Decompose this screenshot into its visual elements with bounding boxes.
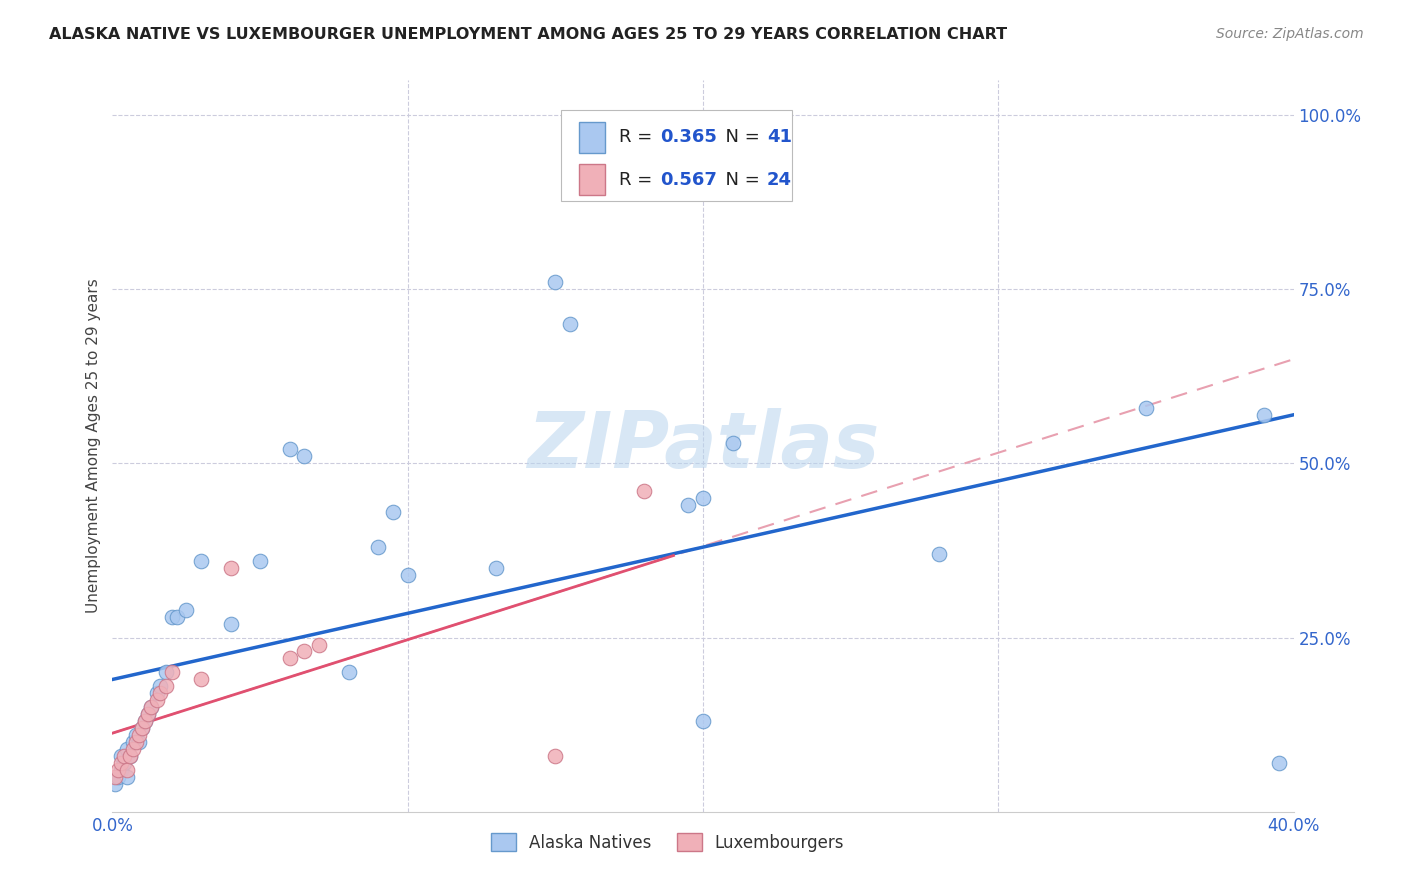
Point [1135,401,1157,415]
Point [174,603,197,617]
Point [160,665,183,680]
Point [544,749,567,764]
Point [292,644,315,658]
Point [308,638,330,652]
Point [928,547,950,561]
Text: N =: N = [714,170,765,189]
Text: 0.567: 0.567 [661,170,717,189]
Legend: Alaska Natives, Luxembourgers: Alaska Natives, Luxembourgers [484,826,851,858]
Point [292,450,315,464]
Point [678,498,700,512]
Point [219,561,242,575]
Point [134,714,156,728]
Point [721,435,744,450]
Point [155,679,177,693]
Point [107,763,129,777]
Point [190,673,212,687]
Text: R =: R = [619,128,658,146]
Point [117,770,138,784]
Point [122,735,145,749]
Point [128,728,150,742]
Text: ZIPatlas: ZIPatlas [527,408,879,484]
Point [120,749,142,764]
Point [104,770,127,784]
Point [131,721,153,735]
Point [120,749,142,764]
Point [1268,756,1291,770]
Point [110,749,132,764]
Point [219,616,242,631]
Point [136,707,159,722]
Point [134,714,156,728]
Text: 24: 24 [766,170,792,189]
FancyBboxPatch shape [579,122,605,153]
Point [155,665,177,680]
Point [485,561,508,575]
Point [190,554,212,568]
Point [125,735,148,749]
FancyBboxPatch shape [561,110,792,201]
Point [117,763,138,777]
Point [692,491,714,506]
Text: R =: R = [619,170,658,189]
Point [692,714,714,728]
Point [382,505,405,519]
Point [544,275,567,289]
Point [117,742,138,756]
Point [110,763,132,777]
Point [160,609,183,624]
Text: Source: ZipAtlas.com: Source: ZipAtlas.com [1216,27,1364,41]
Point [131,721,153,735]
Point [367,540,389,554]
Point [278,442,301,457]
Point [122,742,145,756]
Point [337,665,360,680]
Point [139,700,162,714]
Text: 0.365: 0.365 [661,128,717,146]
Point [128,735,150,749]
Text: 41: 41 [766,128,792,146]
Y-axis label: Unemployment Among Ages 25 to 29 years: Unemployment Among Ages 25 to 29 years [86,278,101,614]
Point [112,756,135,770]
Point [278,651,301,665]
Point [396,567,419,582]
Point [136,707,159,722]
Point [139,700,162,714]
Point [149,679,172,693]
FancyBboxPatch shape [579,164,605,195]
Text: ALASKA NATIVE VS LUXEMBOURGER UNEMPLOYMENT AMONG AGES 25 TO 29 YEARS CORRELATION: ALASKA NATIVE VS LUXEMBOURGER UNEMPLOYME… [49,27,1007,42]
Point [104,777,127,791]
Point [110,756,132,770]
Point [149,686,172,700]
Point [112,749,135,764]
Point [1253,408,1275,422]
Point [633,484,655,499]
Point [166,609,188,624]
Point [249,554,271,568]
Point [146,686,169,700]
Point [125,728,148,742]
Text: N =: N = [714,128,765,146]
Point [107,770,129,784]
Point [558,317,582,331]
Point [146,693,169,707]
